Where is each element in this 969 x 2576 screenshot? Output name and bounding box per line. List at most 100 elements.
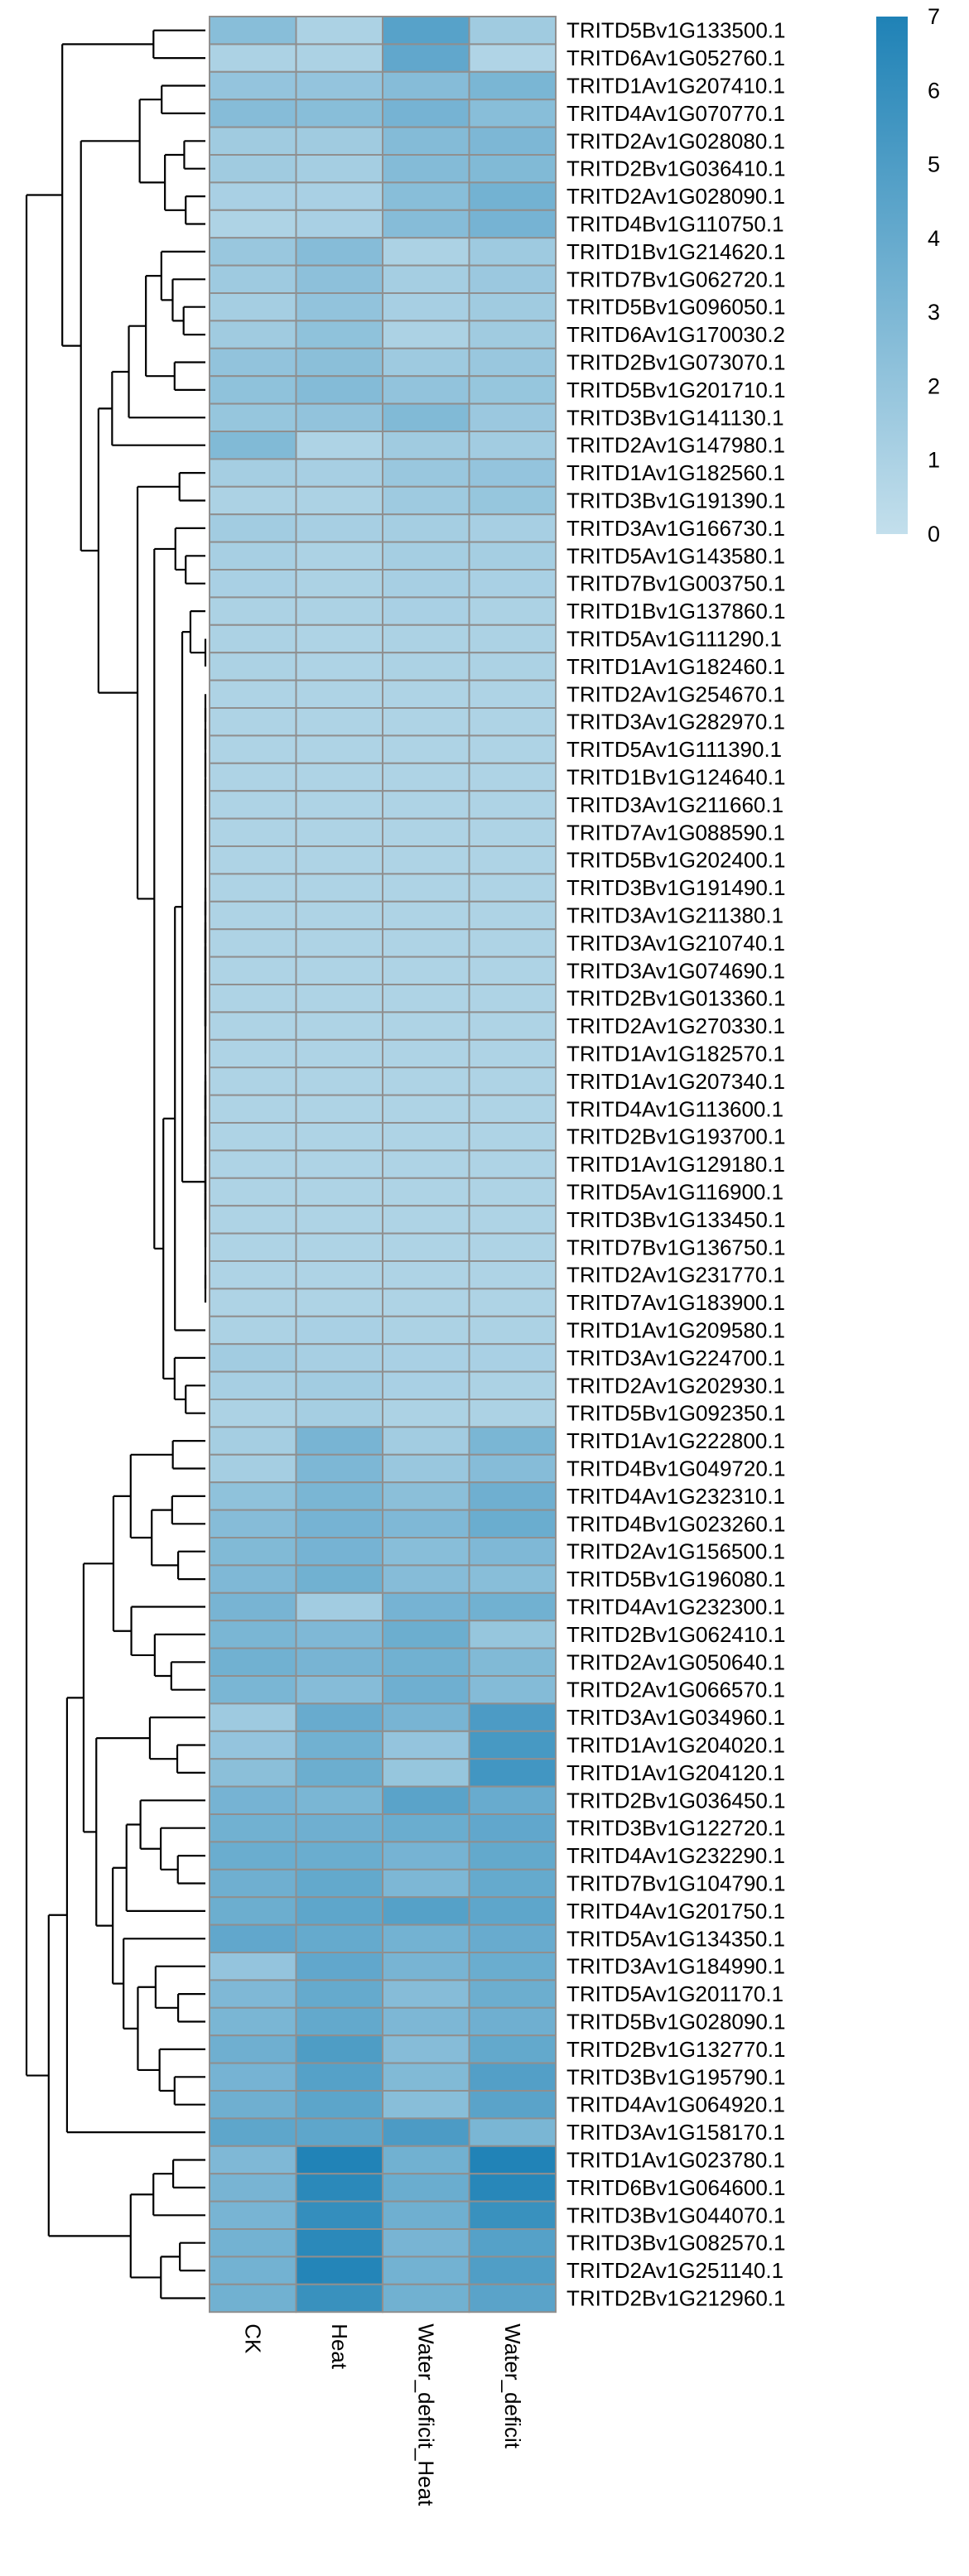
heatmap-cell: [382, 1177, 470, 1207]
row-label: TRITD1Av1G204120.1: [566, 1760, 785, 1785]
heatmap-cell: [295, 1067, 383, 1096]
heatmap-cell: [382, 2006, 470, 2037]
row-label: TRITD2Bv1G013360.1: [566, 986, 785, 1011]
heatmap-cell: [209, 431, 297, 460]
heatmap-cell: [468, 1924, 557, 1954]
heatmap-cell: [209, 845, 297, 875]
heatmap-cell: [209, 1122, 297, 1152]
heatmap-cell: [468, 1011, 557, 1041]
heatmap-cell: [382, 707, 470, 737]
heatmap-cell: [295, 1370, 383, 1400]
heatmap-cell: [468, 99, 557, 128]
heatmap-cell: [382, 1702, 470, 1732]
heatmap-cell: [468, 347, 557, 378]
heatmap-cell: [295, 1841, 383, 1871]
heatmap-cell: [468, 1509, 557, 1538]
row-labels: TRITD5Bv1G133500.1 TRITD6Av1G052760.1 TRIT…: [566, 18, 785, 2311]
heatmap-cell: [468, 2228, 557, 2258]
heatmap-cell: [209, 375, 297, 405]
heatmap-cell: [468, 2034, 557, 2064]
heatmap-cell: [382, 928, 470, 958]
heatmap-cell: [382, 2200, 470, 2231]
heatmap-cell: [382, 1564, 470, 1594]
heatmap-cell: [295, 1730, 383, 1760]
heatmap-cell: [382, 99, 470, 128]
row-label: TRITD7Bv1G104790.1: [566, 1871, 785, 1896]
heatmap-cell: [295, 1785, 383, 1816]
heatmap-cell: [468, 2200, 557, 2231]
heatmap-cell: [382, 1232, 470, 1262]
row-label: TRITD2Av1G231770.1: [566, 1263, 785, 1288]
heatmap-cell: [209, 1675, 297, 1705]
row-label: TRITD3Bv1G191390.1: [566, 489, 785, 513]
row-label: TRITD1Av1G222800.1: [566, 1428, 785, 1453]
heatmap-cell: [209, 2256, 297, 2285]
heatmap-cell: [468, 1868, 557, 1899]
heatmap-cell: [209, 624, 297, 654]
heatmap-cell: [468, 817, 557, 847]
heatmap-cell: [468, 679, 557, 709]
row-label: TRITD7Bv1G062720.1: [566, 267, 785, 291]
heatmap-cell: [295, 1675, 383, 1705]
row-label: TRITD3Av1G166730.1: [566, 516, 785, 541]
heatmap-cell: [295, 956, 383, 985]
heatmap-cell: [468, 2062, 557, 2092]
heatmap-cell: [468, 1067, 557, 1096]
heatmap-cell: [295, 320, 383, 349]
heatmap-cell: [382, 1315, 470, 1346]
row-label: TRITD3Av1G034960.1: [566, 1705, 785, 1730]
heatmap-cell: [382, 1481, 470, 1511]
heatmap-cell: [468, 16, 557, 46]
row-label: TRITD2Bv1G193700.1: [566, 1124, 785, 1149]
heatmap-cell: [468, 485, 557, 516]
heatmap-cell: [209, 1343, 297, 1373]
heatmap-cell: [468, 1453, 557, 1484]
row-label: TRITD3Bv1G141130.1: [566, 405, 784, 430]
heatmap-cell: [468, 1288, 557, 1317]
row-label: TRITD4Bv1G023260.1: [566, 1511, 785, 1536]
heatmap-cell: [295, 402, 383, 433]
heatmap-cell: [295, 1979, 383, 2009]
heatmap-cell: [295, 485, 383, 516]
row-label: TRITD2Av1G028090.1: [566, 184, 785, 209]
heatmap-cell: [382, 485, 470, 516]
heatmap-cell: [209, 1896, 297, 1926]
heatmap-cell: [295, 2283, 383, 2314]
heatmap-cell: [382, 43, 470, 73]
heatmap-cell: [295, 1620, 383, 1649]
legend-tick-label: 2: [928, 373, 940, 398]
row-label: TRITD5Bv1G096050.1: [566, 295, 785, 320]
heatmap-cell: [382, 1370, 470, 1400]
heatmap-cell: [382, 1647, 470, 1677]
heatmap-cell: [468, 1205, 557, 1235]
heatmap-cell: [382, 2117, 470, 2147]
row-label: TRITD1Av1G209580.1: [566, 1318, 785, 1343]
row-label: TRITD5Av1G201170.1: [566, 1981, 783, 2006]
heatmap-cell: [295, 1591, 383, 1622]
row-label: TRITD5Bv1G202400.1: [566, 848, 785, 873]
row-label: TRITD3Av1G074690.1: [566, 958, 785, 983]
heatmap-cell: [209, 762, 297, 792]
heatmap-cell: [209, 679, 297, 709]
heatmap-cell: [209, 70, 297, 101]
row-label: TRITD2Av1G156500.1: [566, 1539, 785, 1564]
heatmap-cell: [382, 762, 470, 792]
heatmap-cell: [382, 1426, 470, 1456]
heatmap-cell: [468, 1370, 557, 1400]
heatmap-cell: [295, 569, 383, 599]
heatmap-cell: [209, 320, 297, 349]
heatmap-cell: [382, 1979, 470, 2009]
heatmap-cell: [468, 1979, 557, 2009]
legend-tick-label: 0: [928, 522, 940, 546]
heatmap-cell: [382, 1675, 470, 1705]
heatmap-cell: [295, 513, 383, 543]
heatmap-cell: [209, 1537, 297, 1567]
row-label: TRITD5Av1G116900.1: [566, 1180, 783, 1205]
heatmap-cell: [468, 1564, 557, 1594]
heatmap-cell: [295, 181, 383, 211]
heatmap-cell: [295, 2090, 383, 2120]
heatmap-cell: [209, 1591, 297, 1622]
heatmap-cell: [209, 2062, 297, 2092]
heatmap-cell: [295, 652, 383, 681]
legend-tick-label: 1: [928, 448, 940, 473]
